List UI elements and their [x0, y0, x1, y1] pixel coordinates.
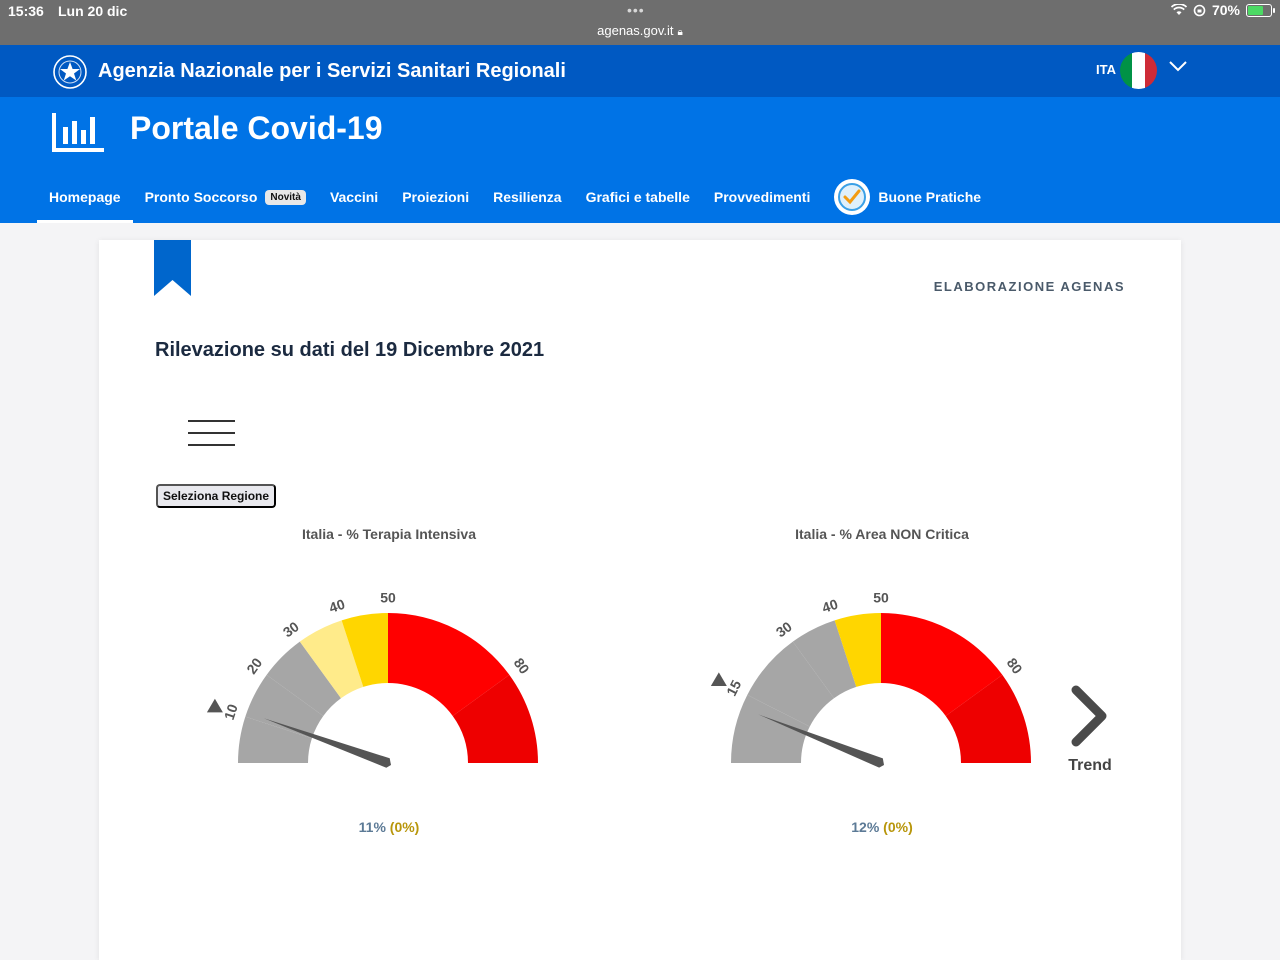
gauge-tick-label: 30 — [280, 618, 302, 640]
gauge-delta: (0%) — [883, 819, 913, 835]
gauge-title-intensive-care: Italia - % Terapia Intensiva — [301, 526, 477, 542]
nav-pronto-soccorso[interactable]: Pronto Soccorso Novità — [133, 171, 318, 223]
language-label[interactable]: ITA — [1096, 62, 1116, 77]
nav-grafici-tabelle[interactable]: Grafici e tabelle — [585, 189, 690, 205]
status-indicators: 70% — [1170, 2, 1275, 18]
gauge-tick-label: 40 — [327, 596, 347, 616]
portal-title[interactable]: Portale Covid-19 — [130, 110, 383, 146]
select-region-button[interactable]: Seleziona Regione — [156, 484, 277, 508]
nav-pronto-soccorso-label: Pronto Soccorso — [144, 189, 258, 205]
trend-label: Trend — [1068, 757, 1112, 774]
agency-name[interactable]: Agenzia Nazionale per i Servizi Sanitari… — [98, 60, 566, 82]
gauge-percent: 11% — [358, 819, 386, 835]
status-date: Lun 20 dic — [58, 3, 128, 19]
gauge-needle — [758, 714, 884, 768]
check-badge-icon — [834, 179, 871, 215]
gauge-value-non-critical: 12% (0%) — [822, 819, 942, 835]
gauge-band-0 — [238, 716, 312, 763]
status-time: 15:36 — [8, 3, 44, 19]
rotation-lock-icon — [1193, 4, 1206, 16]
battery-icon — [1246, 3, 1275, 17]
menu-icon[interactable] — [188, 420, 235, 447]
content-card: ELABORAZIONE AGENAS Rilevazione su dati … — [99, 240, 1181, 960]
gauge-tick-label: 50 — [873, 590, 889, 606]
more-dots-icon[interactable]: ••• — [627, 2, 645, 18]
gauge-band-2 — [266, 641, 341, 716]
gauge-tick-label: 10 — [221, 702, 241, 722]
address-bar[interactable]: agenas.gov.it 🔒︎ — [0, 23, 1280, 38]
gauge-band-3 — [299, 620, 364, 699]
gauge-band-0 — [731, 694, 810, 763]
nav-vaccini[interactable]: Vaccini — [329, 189, 379, 205]
gauge-percent: 12% — [851, 819, 880, 835]
date-heading: Rilevazione su dati del 19 Dicembre 2021 — [155, 339, 545, 361]
lock-icon: 🔒︎ — [677, 27, 683, 38]
portal-header: Portale Covid-19 Homepage Pronto Soccors… — [0, 97, 1280, 223]
nav-homepage[interactable]: Homepage — [37, 171, 133, 223]
nav-resilienza[interactable]: Resilienza — [493, 189, 562, 205]
gauge-tick-label: 15 — [723, 677, 744, 698]
nav-proiezioni[interactable]: Proiezioni — [402, 189, 470, 205]
status-bar: 15:36 Lun 20 dic ••• agenas.gov.it 🔒︎ 70% — [0, 0, 1280, 45]
chevron-down-icon[interactable] — [1169, 59, 1187, 73]
nav-buone-pratiche-label: Buone Pratiche — [878, 189, 982, 205]
gauge-band-4 — [341, 613, 388, 687]
gauge-band-5 — [388, 613, 510, 716]
source-label: ELABORAZIONE AGENAS — [933, 279, 1125, 294]
nav-provvedimenti[interactable]: Provvedimenti — [713, 189, 811, 205]
chevron-right-icon — [1071, 685, 1107, 747]
gauge-tick-label: 80 — [1004, 655, 1026, 677]
gauge-band-1 — [747, 641, 834, 727]
gauge-tick-label: 20 — [243, 655, 265, 677]
nav-buone-pratiche[interactable]: Buone Pratiche — [822, 171, 993, 223]
gauge-band-4 — [881, 613, 1003, 716]
gauge-intensive-care: 10 20 30 40 50 80 — [206, 590, 538, 768]
gauge-band-2 — [792, 620, 857, 699]
gauge-band-1 — [245, 674, 324, 739]
gauge-marker-icon — [710, 672, 727, 686]
gauge-band-5 — [945, 674, 1031, 763]
wifi-icon — [1170, 4, 1187, 15]
trend-button[interactable]: Trend — [1065, 684, 1115, 775]
gauge-band-6 — [452, 674, 538, 763]
battery-percent: 70% — [1211, 2, 1240, 18]
italian-flag-icon[interactable] — [1120, 52, 1157, 89]
gauge-tick-label: 30 — [773, 618, 795, 640]
gauge-title-non-critical: Italia - % Area NON Critica — [795, 526, 969, 542]
republic-emblem-icon — [53, 55, 87, 89]
url-text: agenas.gov.it — [597, 23, 674, 38]
gauge-band-3 — [834, 613, 881, 687]
gauge-delta: (0%) — [389, 819, 420, 835]
bookmark-icon — [154, 240, 191, 296]
gauge-value-intensive-care: 11% (0%) — [329, 819, 449, 835]
gauge-tick-label: 80 — [511, 655, 533, 677]
gauge-tick-label: 50 — [380, 590, 396, 606]
gauge-tick-label: 40 — [820, 596, 840, 616]
gauge-needle — [263, 718, 391, 768]
agency-header: Agenzia Nazionale per i Servizi Sanitari… — [0, 45, 1280, 97]
gauge-non-critical: 15 30 40 50 80 — [710, 590, 1031, 768]
main-nav: Homepage Pronto Soccorso Novità Vaccini … — [37, 171, 993, 223]
gauge-marker-icon — [206, 698, 223, 713]
new-badge: Novità — [265, 189, 306, 205]
bar-chart-logo-icon[interactable] — [52, 113, 104, 153]
